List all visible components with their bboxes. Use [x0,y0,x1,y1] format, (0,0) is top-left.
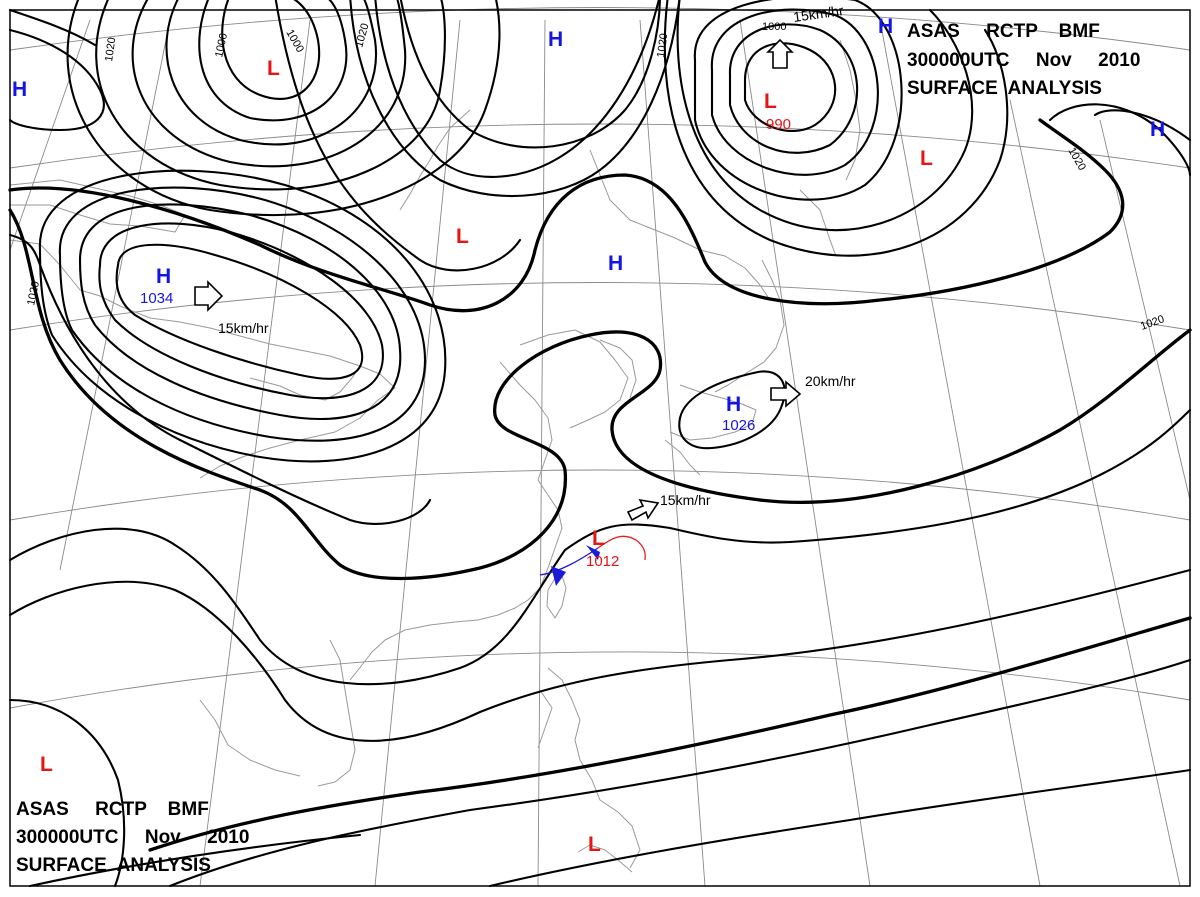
isobar-label: 1020 [353,22,371,49]
isobar-label: 1020 [655,33,670,59]
movement-arrow [194,280,224,312]
title-line: ASAS RCTP BMF [16,799,209,820]
high-pressure-marker: H [12,78,27,101]
map-frame [9,9,1191,887]
high-pressure-marker: H [878,15,893,38]
title-block-top-right: ASAS RCTP BMF 300000UTC Nov 2010 SURFACE… [907,21,1140,99]
high-pressure-value: 1034 [140,290,173,307]
isobar-label: 1020 [103,37,118,63]
isobar-label: 1000 [762,21,786,33]
title-block-bottom-left: ASAS RCTP BMF 300000UTC Nov 2010 SURFACE… [16,799,249,876]
low-pressure-marker: L [764,90,777,113]
front [539,535,646,586]
isobar-label: 1000 [213,32,230,58]
isobar-label: 1020 [1139,313,1166,333]
cold-front-triangle [586,545,600,560]
movement-speed: 15km/hr [792,2,845,25]
movement-arrow [770,380,802,408]
movement-arrows: 15km/hr 15km/hr 20km/hr 15km/hr [194,2,856,522]
high-pressure-marker: H [608,252,623,275]
high-pressure-marker: H [726,393,741,416]
title-line: SURFACE ANALYSIS [16,855,211,876]
title-line: SURFACE ANALYSIS [907,78,1102,99]
pressure-centers: H L H H L 990 H L H 1034 L H H 1026 L 10… [12,15,1165,856]
movement-speed: 15km/hr [660,492,711,508]
movement-speed: 20km/hr [805,373,856,389]
low-pressure-value: 1012 [586,553,619,570]
low-pressure-marker: L [920,147,933,170]
high-pressure-marker: H [1150,118,1165,141]
high-pressure-marker: H [156,265,171,288]
cold-front-triangle [551,566,566,586]
title-line: 300000UTC Nov 2010 [16,827,249,848]
low-pressure-marker: L [267,57,280,80]
low-pressure-marker: L [456,225,469,248]
low-pressure-marker: L [40,753,53,776]
title-line: 300000UTC Nov 2010 [907,50,1140,71]
movement-arrow [626,498,660,522]
high-pressure-marker: H [548,28,563,51]
low-pressure-value: 990 [766,116,791,133]
title-line: ASAS RCTP BMF [907,21,1100,42]
movement-arrow [766,38,794,69]
movement-speed: 15km/hr [218,320,269,336]
graticule [9,7,1191,887]
coastlines [9,39,861,873]
warm-front-line [597,535,646,561]
high-pressure-value: 1026 [722,417,755,434]
isobar-label: 1020 [1065,146,1088,173]
isobar-label: 1020 [25,280,42,306]
low-pressure-marker: L [588,833,601,856]
isobars [8,0,1192,888]
low-pressure-marker: L [592,527,605,550]
